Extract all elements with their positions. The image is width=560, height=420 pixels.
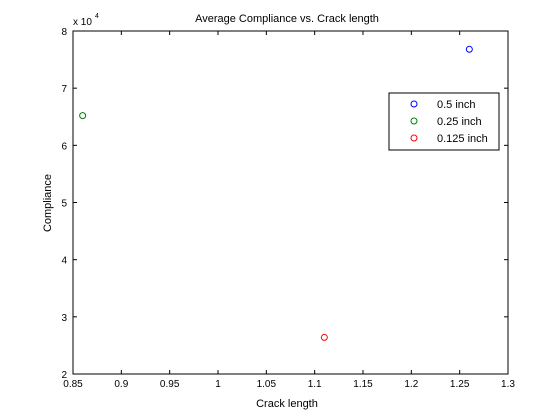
x-tick-label: 0.9 <box>114 379 128 390</box>
y-exponent-label: x 10 4 <box>73 13 99 28</box>
x-tick-label: 0.85 <box>63 379 83 390</box>
y-tick-label: 8 <box>61 27 67 38</box>
data-point <box>320 333 328 341</box>
y-tick-label: 2 <box>61 370 67 381</box>
legend-box <box>388 92 500 151</box>
y-tick-label: 4 <box>61 256 67 267</box>
y-tick-label: 7 <box>61 84 67 95</box>
legend-label: 0.5 inch <box>437 99 476 111</box>
y-tick-label: 6 <box>61 141 67 152</box>
legend: 0.5 inch 0.25 inch 0.125 inch <box>388 92 500 151</box>
legend-marker <box>410 134 418 142</box>
legend-marker <box>410 117 418 125</box>
data-point <box>465 45 473 53</box>
x-tick-label: 1.3 <box>501 379 515 390</box>
x-tick-label: 1.2 <box>404 379 418 390</box>
x-tick-label: 0.95 <box>160 379 180 390</box>
legend-label: 0.25 inch <box>437 116 482 128</box>
chart-title: Average Compliance vs. Crack length <box>195 13 379 25</box>
y-axis-label: Compliance <box>42 174 54 232</box>
x-tick-label: 1.25 <box>450 379 470 390</box>
plot-area <box>72 30 509 375</box>
legend-marker <box>410 100 418 108</box>
data-points <box>79 45 473 341</box>
x-tick-label: 1 <box>215 379 221 390</box>
y-axis-ticks: 2 3 4 5 6 7 8 <box>61 27 508 381</box>
x-axis-label: Crack length <box>256 398 318 410</box>
y-tick-label: 3 <box>61 313 67 324</box>
legend-label: 0.125 inch <box>437 133 488 145</box>
x-tick-label: 1.1 <box>308 379 322 390</box>
data-point <box>79 112 87 120</box>
y-tick-label: 5 <box>61 199 67 210</box>
y-exponent-base: x 10 <box>73 17 92 28</box>
x-axis-ticks: 0.85 0.9 0.95 1 1.05 1.1 1.15 1.2 1.25 1.3 <box>63 31 515 390</box>
x-tick-label: 1.15 <box>353 379 373 390</box>
y-exponent-power: 4 <box>95 13 99 20</box>
x-tick-label: 1.05 <box>257 379 277 390</box>
